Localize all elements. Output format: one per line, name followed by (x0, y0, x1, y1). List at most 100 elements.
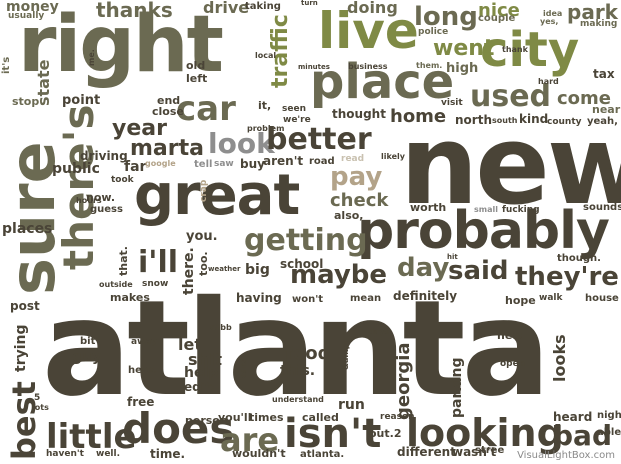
word-took: took (111, 175, 134, 185)
word-called: called (302, 411, 339, 424)
word-real: real (604, 168, 615, 190)
word-lots: lots (32, 403, 49, 412)
word-business: business (348, 62, 388, 71)
word-food: food (285, 343, 331, 364)
word-taking: turn (301, 0, 318, 7)
word-cobb: cobb (210, 323, 232, 332)
word-night: night (597, 410, 621, 421)
word-buy: buy (240, 157, 265, 171)
word-hope: hope (505, 294, 536, 307)
word-sounds: sounds (583, 202, 621, 213)
word-you: you. (186, 229, 218, 244)
word-also: also, (334, 209, 364, 222)
word-fucking: fucking (502, 205, 540, 215)
word-wasnt: wasn't (452, 445, 497, 459)
word-here: here. (128, 365, 158, 376)
word-shit: shit (188, 350, 223, 369)
word-saw: saw (214, 159, 234, 169)
word-maybe: maybe (290, 260, 388, 290)
word-snow: snow (142, 279, 169, 289)
word-doing: doing (347, 0, 398, 17)
word-couple: couple (478, 13, 516, 24)
word-amp: &amp; (341, 340, 350, 370)
word-driving: driving (80, 149, 128, 163)
word-away: away (131, 337, 158, 347)
word-let: let (178, 335, 202, 354)
word-help: help (184, 365, 219, 381)
word-tell: tell (194, 159, 213, 170)
word-big: big (245, 262, 270, 278)
word-well: well. (96, 449, 121, 459)
word-right: right (18, 0, 224, 90)
word-making: making (580, 19, 618, 29)
word-police: police (418, 27, 449, 37)
word-high: high (446, 61, 479, 76)
word-out2: out.2 (369, 427, 402, 440)
word-turn: me. (87, 49, 96, 66)
word-park: park (567, 0, 618, 24)
word-said: said (448, 256, 509, 286)
word-problem: minutes (298, 63, 330, 71)
word-able: able (597, 427, 621, 438)
word-cars: crap (199, 179, 209, 202)
word-hard: thank (502, 45, 528, 54)
word-idea: idea (543, 9, 563, 18)
word-pay: pay (330, 162, 383, 192)
word-thought: thought (332, 107, 386, 121)
word-definitely: definitely (393, 289, 458, 303)
word-near: near (592, 103, 621, 116)
word-stree: stree (475, 445, 505, 456)
word-law: understand (272, 395, 324, 404)
word-walk: walk (539, 293, 563, 303)
word-free: free (127, 395, 155, 409)
word-local: problem (247, 124, 285, 133)
word-drive: drive (203, 0, 250, 17)
word-wouldnt: wouldn't (232, 447, 286, 460)
word-georgia: georgia (393, 342, 414, 420)
word-year: year (112, 116, 167, 141)
word-youll: you'll (218, 411, 252, 424)
word-look: look (208, 127, 275, 160)
word-having: having (236, 291, 282, 305)
word-great: great (134, 163, 300, 228)
word-money: money (6, 0, 59, 15)
word-places: places (2, 221, 53, 237)
word-school: school (280, 257, 324, 271)
word-ill: i'll (138, 245, 179, 280)
word-though: though. (557, 253, 601, 264)
word-run: run (338, 397, 365, 413)
word-this: this. (280, 363, 316, 379)
word-yes: local (255, 51, 277, 60)
word-it: it, (258, 99, 272, 112)
word-me: it's (1, 56, 12, 74)
word-google: google (145, 159, 176, 168)
word-makes: makes (110, 291, 150, 304)
word-long: long (414, 2, 478, 32)
word-marta: marta (130, 136, 204, 161)
word-atlanta2: atlanta. (300, 449, 345, 460)
word-times: times (249, 411, 284, 424)
word-road: road (309, 156, 335, 167)
word-old: old (186, 59, 206, 72)
word-check: check (330, 190, 389, 211)
word-place: place (310, 54, 455, 110)
word-north: north (455, 113, 492, 127)
word-better: better (266, 122, 372, 157)
word-arent: aren't (263, 154, 304, 168)
word-theyre: they're (515, 262, 619, 292)
word-job: job (515, 192, 531, 202)
word-live: live (318, 2, 419, 60)
word-used: used (470, 79, 552, 114)
word-home: home (390, 106, 447, 127)
word-guy: guy (72, 349, 102, 365)
word-point: point (62, 93, 101, 108)
word-end: end (157, 94, 181, 107)
word-mean: mean (350, 293, 382, 304)
word-read: read (341, 154, 365, 164)
word-left: left (186, 72, 208, 85)
word-looks: looks (550, 334, 569, 382)
word-house: house (585, 293, 619, 304)
word-come: come (557, 88, 611, 109)
word-thanks: thanks (96, 0, 173, 22)
word-different: different (397, 445, 456, 459)
